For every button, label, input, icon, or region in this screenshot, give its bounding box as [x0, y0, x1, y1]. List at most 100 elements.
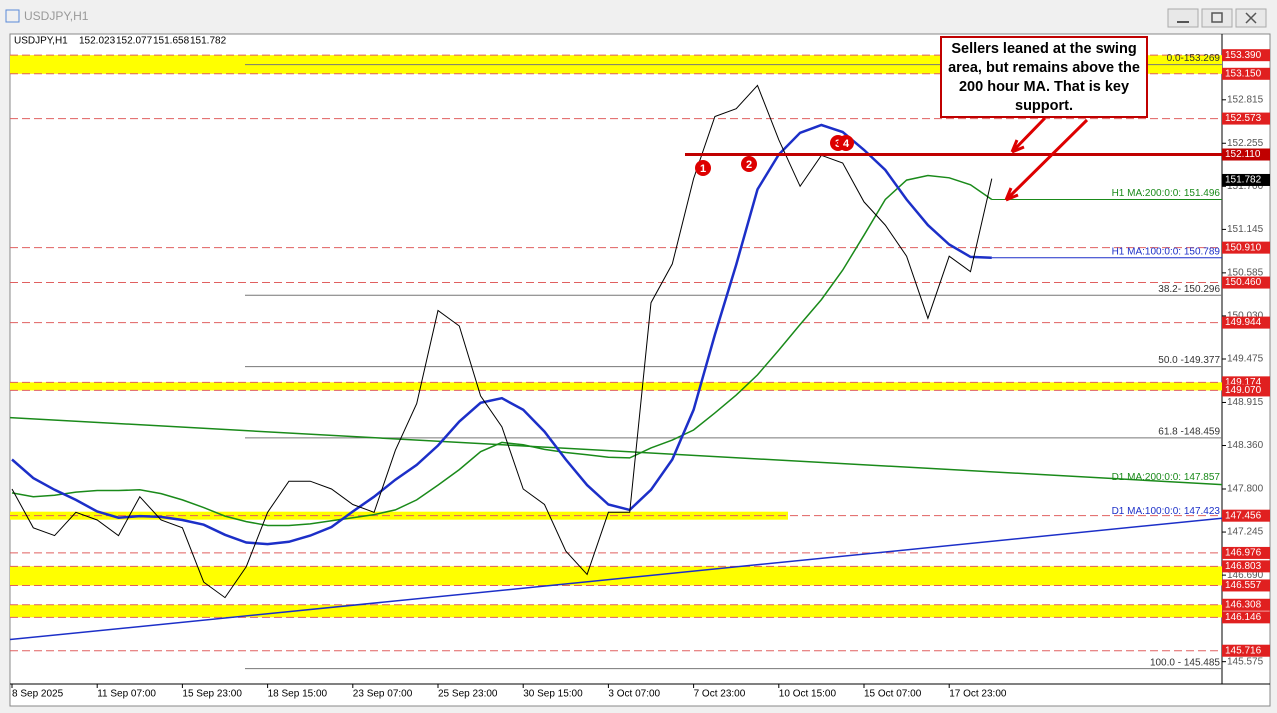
zone	[10, 604, 1222, 618]
price-tag-label: 149.174	[1225, 377, 1262, 388]
marker	[838, 135, 854, 151]
price-tag	[1222, 560, 1270, 573]
annotation-arrow	[1004, 118, 1089, 202]
ohlc-info: 152.023 152.077 151.658 151.782	[79, 36, 227, 47]
price-tag	[1222, 509, 1270, 522]
price-tag-label: 149.070	[1225, 385, 1262, 396]
price-tag	[1222, 546, 1270, 559]
price-tag	[1222, 241, 1270, 254]
y-tick-label: 148.360	[1227, 440, 1264, 451]
price-tag-label: 150.460	[1225, 277, 1262, 288]
plot-area: 0.0-153.269 38.2- 150.296 50.0 -149.377 61.…	[9, 49, 1270, 700]
price-tag-label: 147.456	[1225, 510, 1262, 521]
price-tag-label: 149.944	[1225, 317, 1262, 328]
x-tick-label: 15 Oct 07:00	[864, 689, 922, 700]
price-tag	[1222, 276, 1270, 289]
x-tick-label: 8 Sep 2025	[12, 689, 64, 700]
annotation: Sellers leaned at the swing area, but re…	[940, 36, 1148, 118]
x-tick-label: 18 Sep 15:00	[268, 689, 328, 700]
symbol-info: USDJPY,H1	[14, 36, 68, 47]
y-tick-label: 152.255	[1227, 138, 1264, 149]
price-tag	[1222, 148, 1270, 161]
price-tag	[1222, 67, 1270, 80]
ohlc-value: 152.077	[116, 36, 153, 47]
x-tick-label: 25 Sep 23:00	[438, 689, 498, 700]
x-tick-label: 7 Oct 23:00	[694, 689, 746, 700]
app-icon	[5, 9, 20, 23]
y-tick-label: 152.815	[1227, 94, 1264, 105]
marker-label: 4	[843, 138, 850, 150]
x-tick-label: 11 Sep 07:00	[97, 689, 156, 700]
fib-label: 0.0-153.269	[1167, 53, 1221, 64]
marker-label: 2	[746, 159, 752, 171]
restore-button[interactable]	[1201, 8, 1233, 28]
restore-icon	[1211, 12, 1223, 23]
y-tick-label: 150.030	[1227, 311, 1264, 322]
minimize-button[interactable]	[1167, 8, 1199, 28]
x-tick-label: 17 Oct 23:00	[949, 689, 1007, 700]
price-line	[11, 84, 993, 599]
zone	[10, 382, 1222, 391]
price-tag	[1222, 316, 1270, 329]
window-title: USDJPY,H1	[24, 9, 89, 23]
price-tag-label: 146.308	[1225, 599, 1262, 610]
current-price-tag	[1222, 173, 1270, 186]
ohlc-value: 151.658	[153, 36, 190, 47]
ma-line	[9, 517, 1223, 641]
fib-label: 50.0 -149.377	[1158, 355, 1220, 366]
fib-label: 100.0 - 145.485	[1150, 657, 1220, 668]
ma-line	[11, 123, 992, 546]
ma-label: H1 MA:100:0:0: 150.789	[1112, 246, 1221, 257]
price-tag	[1222, 112, 1270, 125]
price-tag	[1222, 598, 1270, 611]
y-tick-label: 147.800	[1227, 484, 1264, 495]
ma-line	[11, 174, 993, 527]
price-tag-label: 146.803	[1225, 561, 1262, 572]
y-tick-label: 151.145	[1227, 224, 1264, 235]
title-bar	[0, 0, 1277, 32]
price-tag-label: 153.150	[1225, 68, 1262, 79]
ma-label: H1 MA:200:0:0: 151.496	[1112, 188, 1221, 199]
price-tag-label: 152.573	[1225, 113, 1262, 124]
x-tick-label: 23 Sep 07:00	[353, 689, 413, 700]
y-tick-label: 145.575	[1227, 656, 1264, 667]
x-tick-label: 3 Oct 07:00	[608, 689, 660, 700]
ma-line	[9, 416, 1223, 486]
y-tick-label: 146.690	[1227, 570, 1264, 581]
price-tag-label: 152.110	[1225, 149, 1261, 160]
price-tag	[1222, 579, 1270, 592]
marker	[741, 156, 757, 172]
price-tag-label: 150.910	[1225, 242, 1262, 253]
ma-label: D1 MA:200:0:0: 147.857	[1112, 472, 1221, 483]
price-tag	[1222, 49, 1270, 62]
price-tag-label: 153.390	[1225, 50, 1262, 61]
y-tick-label: 149.475	[1227, 354, 1264, 365]
price-tag-label: 146.557	[1225, 580, 1262, 591]
marker-label: 1	[700, 163, 706, 175]
y-tick-label: 147.245	[1227, 527, 1264, 538]
ohlc-value: 151.782	[190, 36, 227, 47]
price-tag-label: 146.976	[1225, 548, 1262, 559]
ma-label: D1 MA:100:0:0: 147.423	[1112, 506, 1221, 517]
y-tick-label: 151.700	[1227, 181, 1264, 192]
y-tick-label: 150.585	[1227, 267, 1264, 278]
annotation-arrow	[1010, 116, 1047, 154]
price-tag-label: 146.146	[1225, 612, 1262, 623]
y-tick-label: 148.915	[1227, 397, 1264, 408]
current-price-label: 151.782	[1225, 175, 1262, 186]
x-tick-label: 30 Sep 15:00	[523, 689, 583, 700]
x-tick-label: 10 Oct 15:00	[779, 689, 837, 700]
zone	[10, 566, 1222, 586]
ohlc-value: 152.023	[79, 36, 116, 47]
price-tag	[1222, 644, 1270, 657]
marker-label: 3	[835, 138, 841, 150]
x-tick-label: 15 Sep 23:00	[182, 689, 242, 700]
close-icon	[1245, 12, 1257, 24]
price-tag	[1222, 611, 1270, 624]
price-tag	[1222, 384, 1270, 397]
marker	[695, 160, 711, 176]
price-tag-label: 145.716	[1225, 645, 1262, 656]
fib-label: 61.8 -148.459	[1158, 426, 1220, 437]
